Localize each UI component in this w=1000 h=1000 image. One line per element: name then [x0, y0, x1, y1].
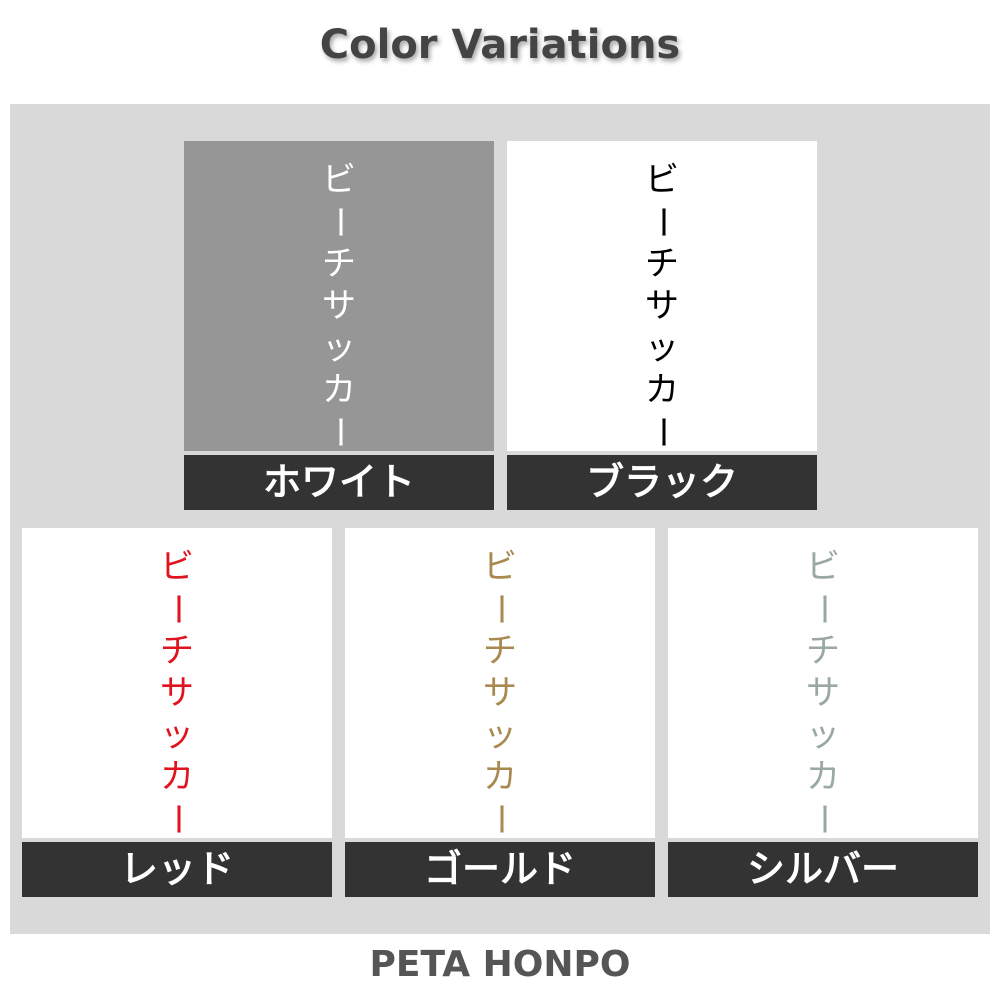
variations-panel: ビーチサッカー ホワイト ビーチサッカー ブラック ビーチサッカー レッド ビー…	[10, 104, 990, 934]
color-swatch: ビーチサッカー	[22, 528, 332, 838]
variation-card-red: ビーチサッカー レッド	[22, 528, 332, 897]
product-name-char: ー	[157, 802, 197, 836]
variation-label: ホワイト	[184, 455, 494, 510]
brand-footer: PETA HONPO	[369, 944, 631, 985]
product-name-char: チ	[322, 244, 356, 284]
product-name-char: チ	[806, 631, 840, 671]
product-name-char: ビ	[322, 160, 356, 200]
color-swatch: ビーチサッカー	[345, 528, 655, 838]
product-name-char: サ	[645, 286, 679, 326]
product-name-char: ー	[642, 205, 682, 239]
product-name-char: カ	[160, 757, 194, 797]
product-name-char: ッ	[806, 715, 840, 755]
variation-card-white: ビーチサッカー ホワイト	[184, 141, 494, 510]
variation-card-black: ビーチサッカー ブラック	[507, 141, 817, 510]
product-name-char: サ	[483, 673, 517, 713]
product-name-char: ッ	[483, 715, 517, 755]
product-name-char: ー	[803, 802, 843, 836]
variation-label: シルバー	[668, 842, 978, 897]
product-name-char: ッ	[322, 328, 356, 368]
variation-card-silver: ビーチサッカー シルバー	[668, 528, 978, 897]
product-name-char: チ	[645, 244, 679, 284]
page-title: Color Variations	[319, 22, 681, 68]
product-name-vertical: ビーチサッカー	[157, 546, 197, 838]
product-name-char: ー	[480, 802, 520, 836]
product-name-char: ー	[642, 415, 682, 449]
product-name-char: カ	[645, 370, 679, 410]
variation-label: ゴールド	[345, 842, 655, 897]
product-name-char: カ	[483, 757, 517, 797]
product-name-char: ビ	[806, 547, 840, 587]
product-name-char: カ	[322, 370, 356, 410]
product-name-vertical: ビーチサッカー	[319, 159, 359, 451]
color-swatch: ビーチサッカー	[668, 528, 978, 838]
product-name-char: サ	[806, 673, 840, 713]
variation-card-gold: ビーチサッカー ゴールド	[345, 528, 655, 897]
product-name-char: ビ	[645, 160, 679, 200]
product-name-vertical: ビーチサッカー	[803, 546, 843, 838]
color-swatch: ビーチサッカー	[184, 141, 494, 451]
product-name-char: ー	[319, 205, 359, 239]
product-name-char: ッ	[160, 715, 194, 755]
product-name-char: サ	[160, 673, 194, 713]
product-name-char: カ	[806, 757, 840, 797]
product-name-vertical: ビーチサッカー	[642, 159, 682, 451]
product-name-char: ビ	[160, 547, 194, 587]
product-name-char: ー	[319, 415, 359, 449]
variation-label: ブラック	[507, 455, 817, 510]
color-swatch: ビーチサッカー	[507, 141, 817, 451]
product-name-char: ー	[157, 592, 197, 626]
product-name-char: ー	[480, 592, 520, 626]
variation-label: レッド	[22, 842, 332, 897]
product-name-char: ー	[803, 592, 843, 626]
product-name-char: チ	[160, 631, 194, 671]
product-name-char: ッ	[645, 328, 679, 368]
product-name-char: サ	[322, 286, 356, 326]
product-name-char: ビ	[483, 547, 517, 587]
product-name-vertical: ビーチサッカー	[480, 546, 520, 838]
product-name-char: チ	[483, 631, 517, 671]
